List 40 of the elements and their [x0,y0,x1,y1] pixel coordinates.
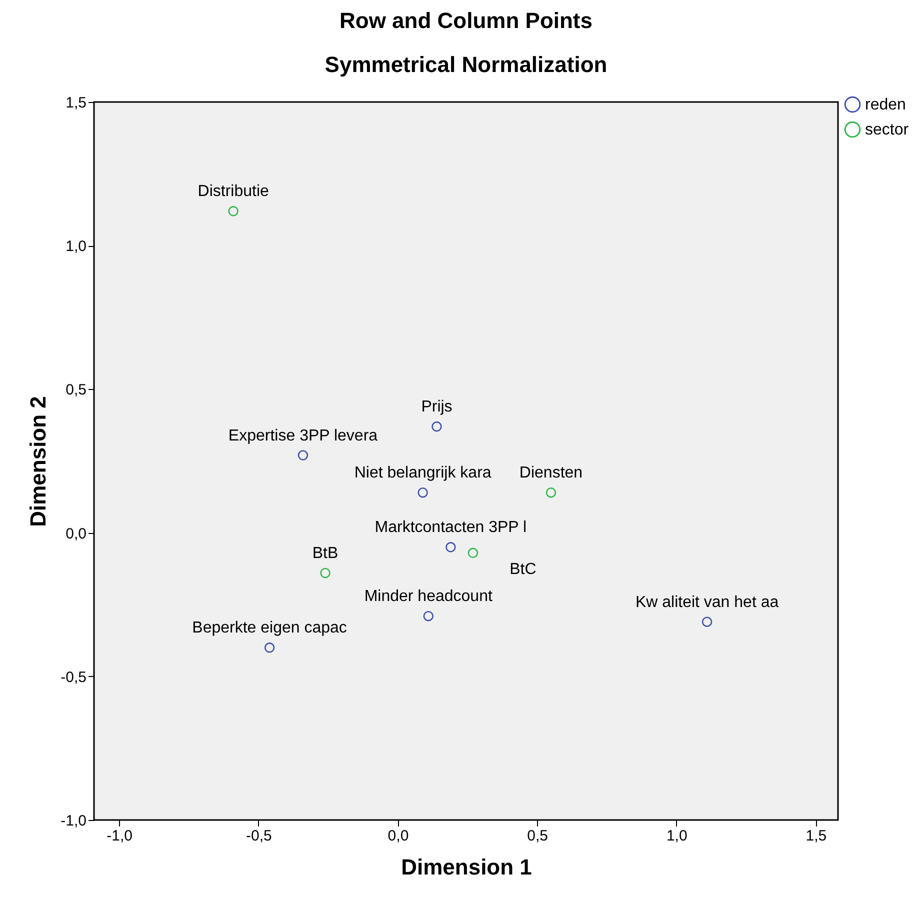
point [264,642,275,653]
x-axis-title: Dimension 1 [401,854,532,880]
y-tick-label: 1,0 [66,238,86,256]
y-axis-title: Dimension 2 [26,396,51,527]
x-tick-label: 1,5 [806,828,827,844]
point [418,487,428,498]
annotation: BtB [312,545,338,562]
legend-label: reden [865,96,906,114]
y-tick-label: 0,5 [66,382,86,399]
annotation: Distributie [198,183,269,200]
annotation: Niet belangrijk kara [354,464,492,482]
point [423,610,434,622]
y-tick-label: 0,0 [66,525,86,542]
point [546,487,556,498]
point [446,542,456,552]
y-tick-label: -1,0 [60,812,86,830]
chart-title: Row and Column Points [340,8,592,33]
annotation: Minder headcount [364,588,493,606]
chart-subtitle: Symmetrical Normalization [324,52,608,77]
annotation: Marktcontacten 3PP l [374,519,527,536]
annotation: Prijs [421,398,452,416]
y-tick-label: -0,5 [60,668,86,686]
annotation: Diensten [519,464,583,482]
x-tick-label: -0,5 [246,828,272,844]
y-tick-label: 1,5 [66,94,86,112]
annotation: Kw aliteit van het aa [635,594,779,611]
annotation: Expertise 3PP levera [228,427,378,444]
x-tick-label: 1,0 [666,828,688,844]
point [298,450,308,460]
point [468,548,478,558]
annotation: Beperkte eigen capac [192,620,347,637]
legend-label: sector [865,122,910,138]
x-tick-label: 0,0 [388,828,409,844]
annotation: BtC [510,560,536,578]
point [320,568,330,578]
point [702,616,712,627]
point [228,206,238,216]
x-tick-label: -1,0 [106,828,133,844]
point [432,421,442,432]
x-tick-label: 0,5 [527,828,548,844]
